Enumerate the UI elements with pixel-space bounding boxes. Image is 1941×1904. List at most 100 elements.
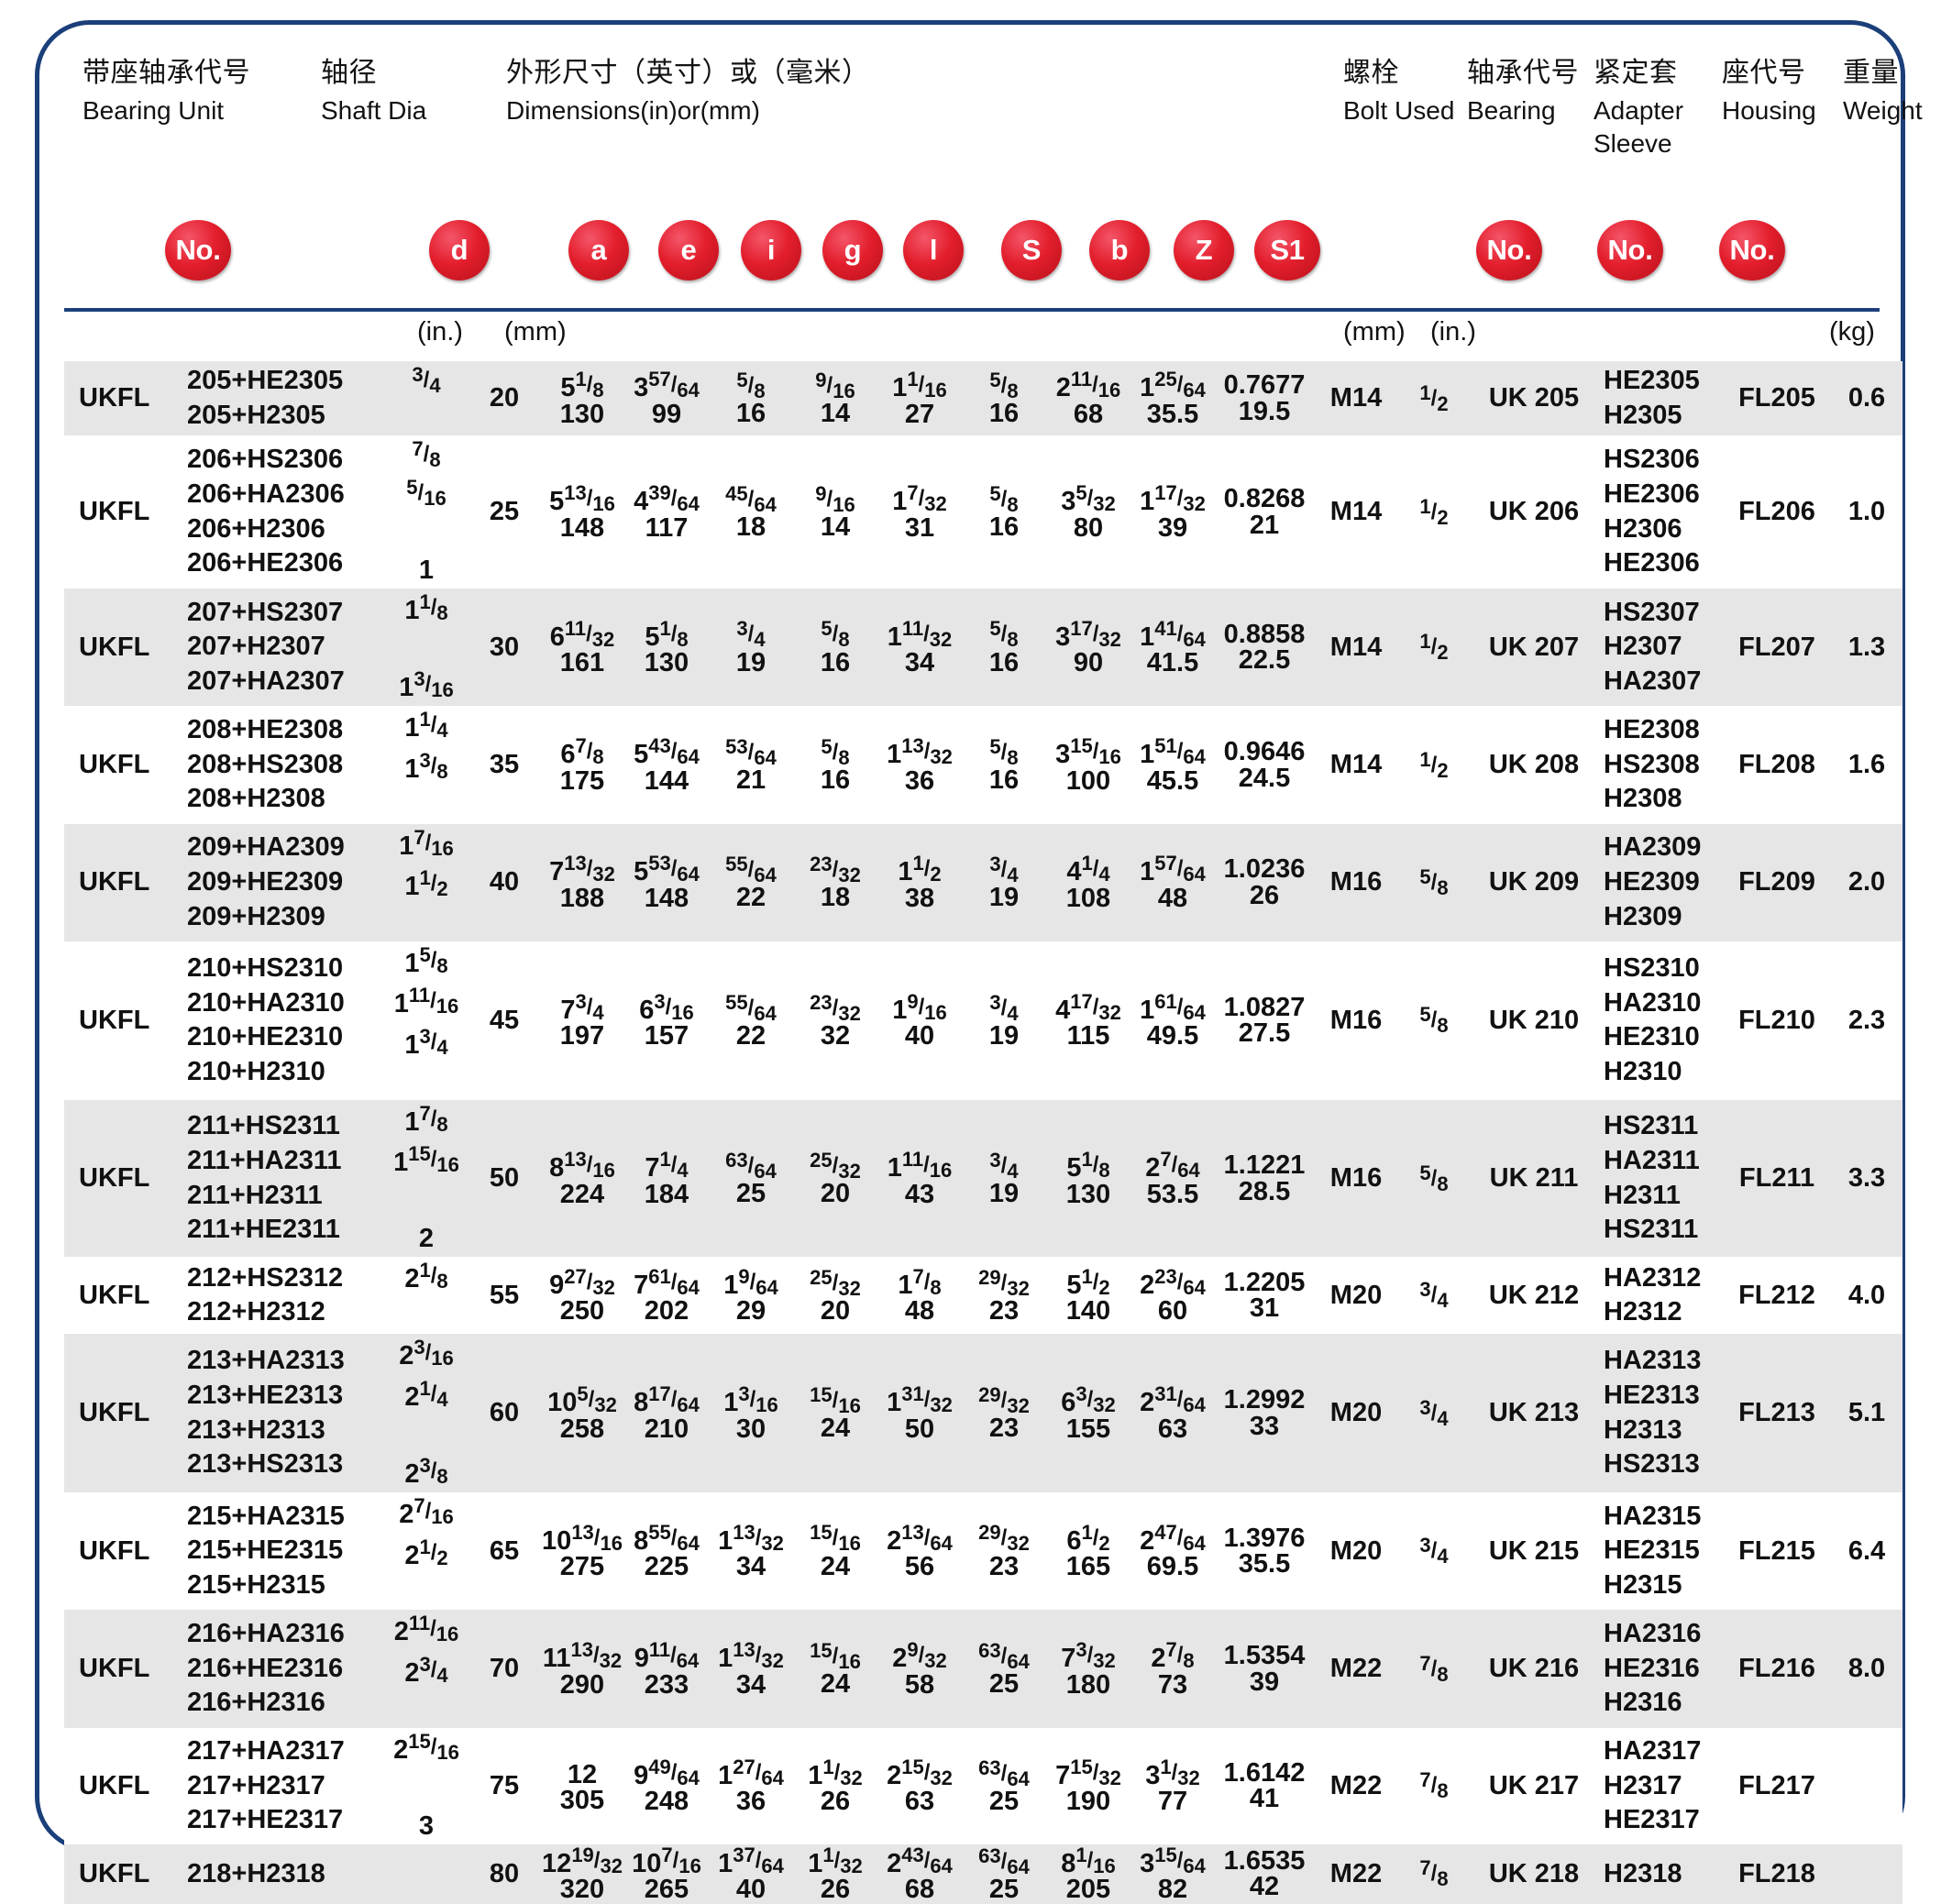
cell-shaft-dia-inch: 23/16 21/4 23/8 xyxy=(384,1334,469,1493)
cell-dim-1: 357/64 99 xyxy=(624,361,709,436)
dim-mm: 148 xyxy=(644,883,689,913)
shaft-dia-inch: 111/16 xyxy=(393,984,459,1019)
adapter-sleeve-code: H2307 xyxy=(1604,632,1682,662)
dim-mm: 275 xyxy=(559,1552,605,1582)
table-row[interactable]: UKFL 218+H2318 80 1219/32 320 107/16 265 137/6… xyxy=(64,1844,1902,1904)
s1-mm: 22.5 xyxy=(1238,645,1291,676)
dim-mm: 23 xyxy=(988,1414,1020,1444)
cell-bolt-inch: 7/8 xyxy=(1398,1727,1470,1845)
cell-prefix: UKFL xyxy=(64,1099,187,1258)
table-row[interactable]: UKFL 210+HS2310 210+HA2310 210+HE2310 210+H2… xyxy=(64,941,1902,1100)
cell-housing-no: FL205 xyxy=(1723,361,1831,436)
dim-mm: 184 xyxy=(644,1179,689,1209)
table-row[interactable]: UKFL 208+HE2308 208+HS2308 208+H2308 11/4 13/… xyxy=(64,706,1902,824)
s1-mm: 33 xyxy=(1249,1411,1280,1441)
cell-bolt-inch: 1/2 xyxy=(1398,361,1470,436)
dim-inch: 213/64 xyxy=(887,1520,953,1556)
table-row[interactable]: UKFL 206+HS2306 206+HA2306 206+H2306 206+HE2… xyxy=(64,435,1902,589)
dim-mm: 90 xyxy=(1073,648,1104,678)
dim-inch: 113/32 xyxy=(718,1638,784,1674)
cell-dim-2: 55/64 22 xyxy=(709,941,793,1100)
cell-dim-4: 111/16 43 xyxy=(877,1099,962,1258)
cell-bolt-inch: 3/4 xyxy=(1398,1492,1470,1611)
cell-shaft-dia-inch: 215/16 3 xyxy=(384,1727,469,1845)
table-row[interactable]: UKFL 211+HS2311 211+HA2311 211+H2311 211+HE2… xyxy=(64,1099,1902,1258)
cell-dim-7: 161/64 49.5 xyxy=(1130,941,1215,1100)
table-row[interactable]: UKFL 215+HA2315 215+HE2315 215+H2315 27/16 21… xyxy=(64,1492,1902,1611)
dim-mm: 16 xyxy=(820,765,851,795)
adapter-sleeve-code: H2305 xyxy=(1604,400,1682,430)
cell-model-list: 211+HS2311 211+HA2311 211+H2311 211+HE2311 xyxy=(187,1099,384,1258)
cell-s1: 1.0236 26 xyxy=(1215,823,1314,941)
model-code: 207+HA2307 xyxy=(187,666,345,697)
model-code: 217+HA2317 xyxy=(187,1735,345,1766)
dim-mm: 115 xyxy=(1066,1021,1110,1051)
dim-mm: 258 xyxy=(559,1414,605,1444)
adapter-sleeve-code: H2310 xyxy=(1604,1057,1682,1087)
cell-bolt-inch: 1/2 xyxy=(1398,435,1470,589)
dim-mm: 18 xyxy=(820,883,851,913)
s1-inch: 1.0827 xyxy=(1223,992,1306,1022)
cell-adapter-sleeve-list: HE2305 H2305 xyxy=(1598,361,1723,436)
header-bearing-en: Bearing xyxy=(1467,96,1556,125)
model-code: 217+HE2317 xyxy=(187,1805,344,1835)
shaft-dia-inch: 215/16 xyxy=(393,1729,459,1765)
model-code: 210+HS2310 xyxy=(187,952,344,983)
cell-dim-1: 71/4 184 xyxy=(624,1099,709,1258)
table-row[interactable]: UKFL 217+HA2317 217+H2317 217+HE2317 215/16 … xyxy=(64,1727,1902,1845)
dim-inch: 12 xyxy=(567,1759,598,1789)
cell-shaft-dia-mm: 40 xyxy=(469,823,540,941)
cell-shaft-dia-mm: 70 xyxy=(469,1610,540,1728)
cell-adapter-sleeve-list: HA2316 HE2316 H2316 xyxy=(1598,1610,1723,1728)
dim-mm: 69.5 xyxy=(1146,1552,1199,1582)
table-row[interactable]: UKFL 213+HA2313 213+HE2313 213+H2313 213+HS2… xyxy=(64,1334,1902,1493)
table-row[interactable]: UKFL 205+HE2305 205+H2305 3/4 20 51/8 130 357/… xyxy=(64,361,1902,436)
cell-adapter-sleeve-list: HA2312 H2312 xyxy=(1598,1257,1723,1335)
dim-inch: 357/64 xyxy=(634,368,700,403)
dim-mm: 56 xyxy=(904,1552,935,1582)
dim-mm: 130 xyxy=(559,399,605,429)
cell-dim-7: 141/64 41.5 xyxy=(1130,589,1215,707)
table-row[interactable]: UKFL 216+HA2316 216+HE2316 216+H2316 211/16 2… xyxy=(64,1610,1902,1728)
dim-inch: 15/16 xyxy=(810,1521,861,1556)
s1-inch: 0.8858 xyxy=(1223,619,1306,649)
header-adapter-sleeve-cn: 紧定套 xyxy=(1594,58,1678,88)
dim-mm: 19 xyxy=(988,1178,1020,1208)
model-code: 210+H2310 xyxy=(187,1057,325,1087)
bullet-a: a xyxy=(568,220,629,281)
cell-dim-4: 111/32 34 xyxy=(877,589,962,707)
dim-inch: 11/2 xyxy=(898,852,942,887)
dim-mm: 34 xyxy=(735,1552,766,1582)
model-code: 215+H2315 xyxy=(187,1570,325,1601)
cell-weight: 6.4 xyxy=(1831,1492,1902,1611)
bullet-no-unit: No. xyxy=(165,220,231,281)
symbol-bullets: No. d a e i g l S b Z S1 No. No. No. xyxy=(64,220,1880,304)
table-row[interactable]: UKFL 207+HS2307 207+H2307 207+HA2307 11/8 13… xyxy=(64,589,1902,707)
bullet-d: d xyxy=(429,220,490,281)
header-divider-wrap xyxy=(64,304,1880,317)
shaft-dia-inch: 3/4 xyxy=(412,363,441,397)
adapter-sleeve-code: HA2307 xyxy=(1604,666,1702,697)
cell-dim-6: 81/16 205 xyxy=(1046,1844,1130,1904)
table-row[interactable]: UKFL 209+HA2309 209+HE2309 209+H2309 17/16 11… xyxy=(64,823,1902,941)
bullet-s1: S1 xyxy=(1254,220,1320,281)
table-row[interactable]: UKFL 212+HS2312 212+H2312 21/8 55 927/32 250 7… xyxy=(64,1257,1902,1335)
cell-shaft-dia-mm: 25 xyxy=(469,435,540,589)
cell-shaft-dia-inch: 17/8 115/16 2 xyxy=(384,1099,469,1258)
cell-prefix: UKFL xyxy=(64,823,187,941)
cell-dim-1: 107/16 265 xyxy=(624,1844,709,1904)
cell-prefix: UKFL xyxy=(64,1727,187,1845)
table-container: 带座轴承代号 Bearing Unit 轴径 Shaft Dia 外形尺寸（英寸… xyxy=(64,46,1923,1904)
adapter-sleeve-code: HA2316 xyxy=(1604,1619,1702,1649)
cell-bolt-metric: M20 xyxy=(1314,1257,1398,1335)
adapter-sleeve-code: HS2307 xyxy=(1604,597,1700,627)
cell-dim-1: 761/64 202 xyxy=(624,1257,709,1335)
cell-dim-4: 29/32 58 xyxy=(877,1610,962,1728)
model-code: 206+HS2306 xyxy=(187,445,344,475)
cell-model-list: 206+HS2306 206+HA2306 206+H2306 206+HE2306 xyxy=(187,435,384,589)
dim-mm: 224 xyxy=(559,1179,605,1209)
cell-adapter-sleeve-list: HE2308 HS2308 H2308 xyxy=(1598,706,1723,824)
dim-inch: 125/64 xyxy=(1140,368,1206,403)
cell-housing-no: FL210 xyxy=(1723,941,1831,1100)
dim-mm: 23 xyxy=(988,1295,1020,1326)
